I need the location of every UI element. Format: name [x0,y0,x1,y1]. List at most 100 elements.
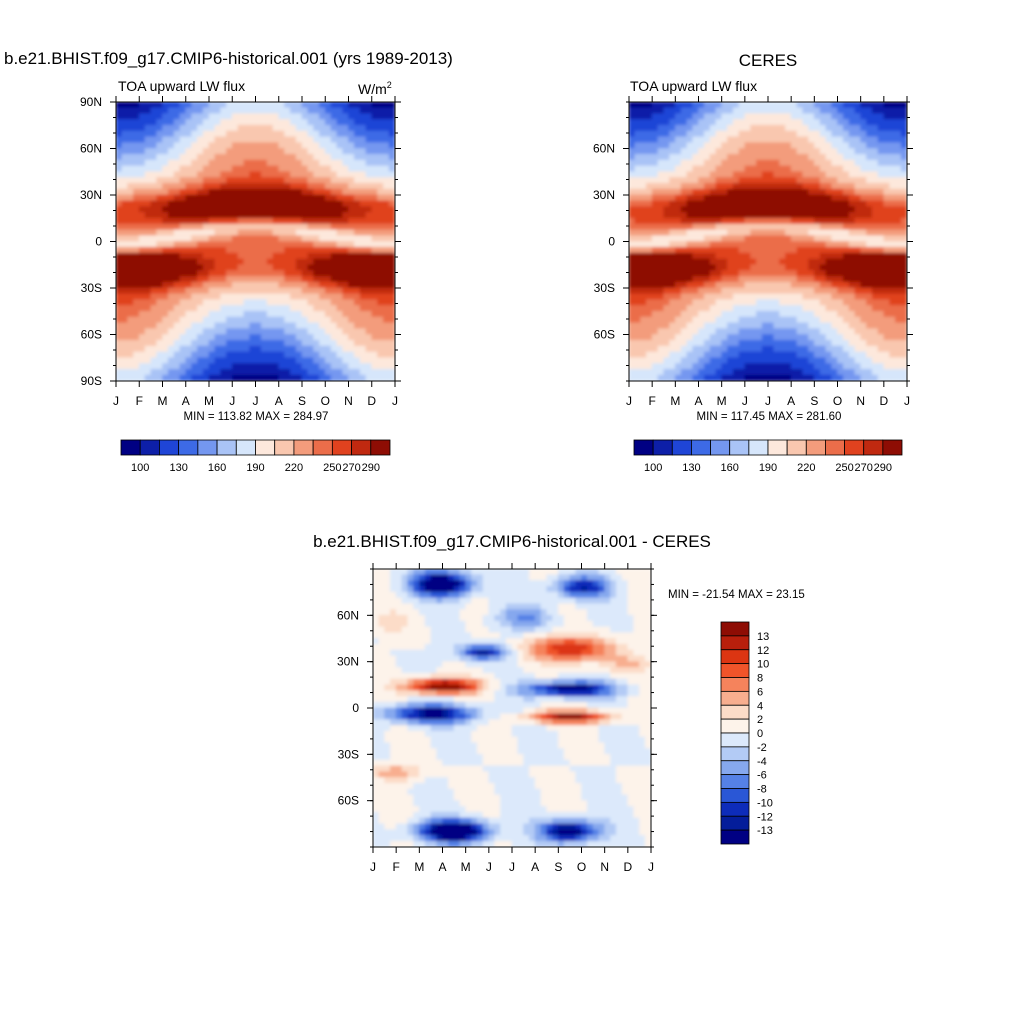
panel-diff-cell [586,580,594,587]
panel-model-cell [138,281,146,289]
panel-model-cell [266,177,274,184]
panel-model-cell [150,334,157,341]
panel-obs-cell [750,369,757,376]
panel-obs-cell [732,293,740,300]
panel-model-cell [377,194,384,202]
panel-model-cell [377,165,384,173]
panel-obs-cell [895,165,902,173]
panel-diff-cell [569,580,577,587]
panel-obs-cell [842,287,850,295]
panel-model-cell [278,322,285,329]
panel-model-cell [138,328,146,335]
panel-model-cell [220,299,227,306]
panel-model-cell [237,351,245,359]
panel-obs-cell [698,310,705,318]
panel-obs-cell [866,119,873,126]
panel-model-cell [150,369,157,376]
panel-model-cell [197,212,204,219]
panel-model-cell [133,113,140,120]
panel-obs-cell [657,217,665,225]
panel-obs-cell [750,212,757,219]
panel-obs-cell [756,305,763,312]
panel-obs-cell [675,223,682,231]
panel-model-cell [301,102,309,109]
panel-obs-cell [657,322,665,329]
panel-obs-cell [773,357,780,364]
panel-model-cell [313,293,320,300]
panel-model-cell [336,194,343,202]
panel-model-cell [359,247,367,254]
panel-model-cell [237,369,245,376]
panel-model-cell [138,316,146,324]
panel-model-cell [319,316,326,324]
panel-model-cell [173,241,181,248]
panel-obs-cell [773,235,780,242]
panel-obs-cell [686,357,694,364]
panel-model-cell [144,119,152,126]
panel-model-cell [150,206,157,213]
panel-model-cell [319,305,326,312]
panel-model-cell [255,223,262,231]
panel-model-cell [150,194,157,202]
panel-model-cell [168,345,175,353]
panel-diff-cell [621,574,629,581]
panel-obs-cell [721,252,728,260]
panel-diff-cell [471,580,478,587]
panel-obs-cell [675,200,682,207]
panel-obs-cell [889,334,896,341]
panel-obs-cell [727,130,734,138]
panel-model-cell [237,328,245,335]
panel-obs-cell [721,334,728,341]
panel-obs-cell [895,229,902,236]
panel-diff-cell [419,569,426,576]
panel-obs-cell [802,107,809,114]
panel-model-cell [313,102,320,109]
panel-model-cell [226,188,233,196]
panel-obs-cell [721,124,728,132]
panel-model-cell [272,229,280,236]
panel-model-cell [173,130,181,138]
panel-model-cell [144,165,152,173]
panel-model-cell [179,142,187,149]
panel-obs-cell [808,369,815,376]
panel-model-cell [348,154,355,161]
panel-obs-cell [808,287,815,295]
panel-model-cell [324,200,332,207]
panel-obs-cell [814,322,821,329]
panel-model-cell [313,264,320,271]
panel-diff-cell [552,580,559,587]
panel-obs-cell [756,316,763,324]
panel-model-cell [138,287,146,295]
panel-model-cell [261,345,268,353]
panel-obs-cell [866,148,873,155]
panel-model-cell [354,374,361,381]
panel-model-cell [255,165,262,173]
panel-model-cell [284,154,291,161]
panel-model-cell [290,340,297,347]
panel-model-cell [261,148,268,155]
panel-model-cell [133,130,140,138]
panel-model-cell [388,223,395,231]
panel-model-cell [173,124,181,132]
panel-obs-cell [629,235,636,242]
panel-model-cell [220,194,227,202]
panel-obs-cell [871,293,879,300]
panel-model-x-tick-label: M [204,394,214,408]
panel-model-cell [243,194,250,202]
panel-model-cell [237,171,245,178]
panel-model-cell [208,212,216,219]
panel-obs-cell [756,217,763,225]
panel-obs-cell [715,310,722,318]
panel-obs-cell [785,322,792,329]
panel-model-cell [255,340,262,347]
panel-model-cell [127,119,134,126]
panel-diff-cell [523,574,530,581]
panel-obs-cell [640,310,647,318]
panel-model-cell [150,345,157,353]
panel-model-cell [226,351,233,359]
panel-model-colorbar-swatch [331,439,352,456]
panel-model-cell [185,217,192,225]
panel-model-cell [202,200,210,207]
panel-model-cell [156,310,163,318]
panel-obs-cell [802,206,809,213]
